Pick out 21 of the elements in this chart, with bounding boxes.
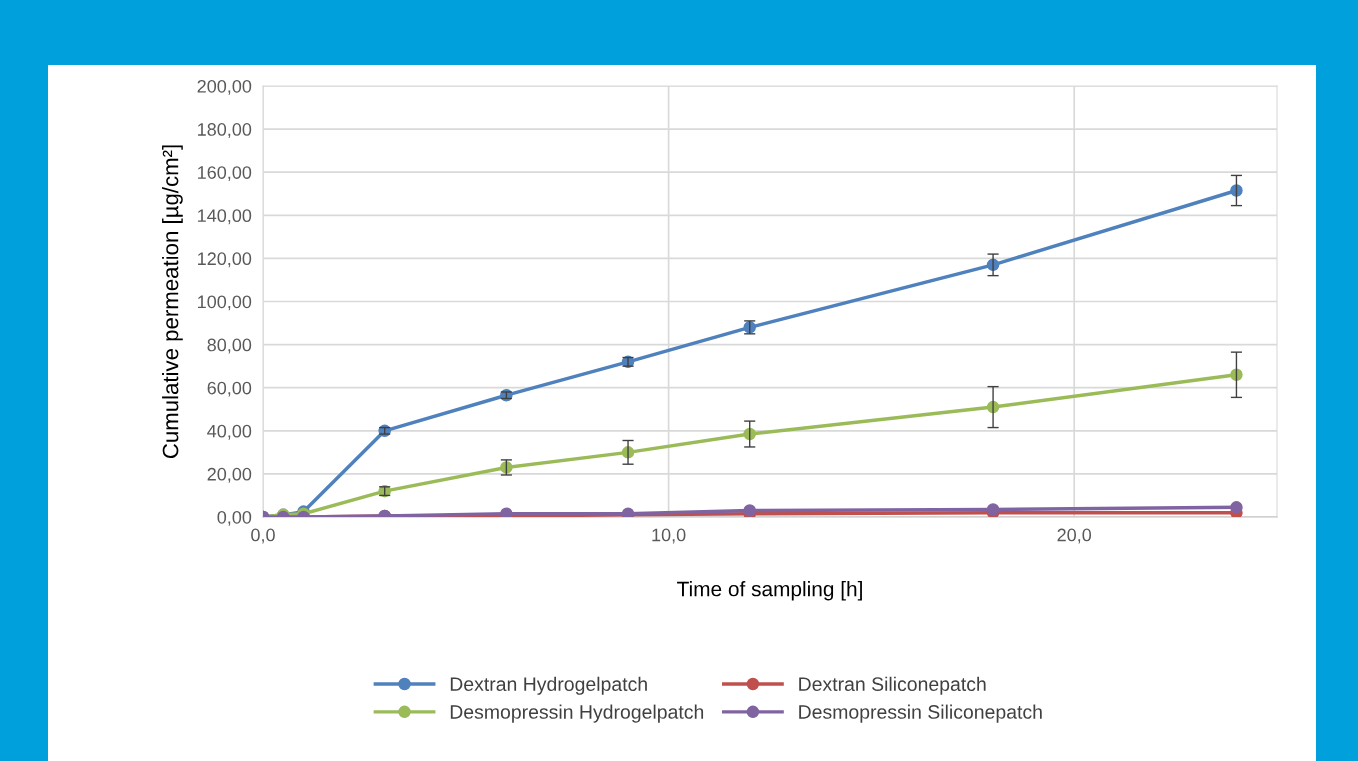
- y-tick-label: 100,00: [198, 295, 252, 311]
- legend-label: Desmopressin Hydrogelpatch: [450, 704, 704, 723]
- x-tick-label: 10,0: [652, 528, 686, 544]
- legend-label: Desmopressin Siliconepatch: [799, 704, 1042, 723]
- point: [1230, 501, 1243, 514]
- y-tick-label: 40,00: [207, 424, 252, 440]
- y-tick-label: 60,00: [207, 381, 252, 397]
- y-tick-label: 20,00: [207, 467, 252, 483]
- legend-label: Dextran Siliconepatch: [799, 676, 986, 695]
- y-tick-label: 160,00: [198, 166, 252, 182]
- y-tick-label: 80,00: [207, 338, 252, 354]
- legend-label: Dextran Hydrogelpatch: [450, 676, 647, 695]
- x-axis-title: Time of sampling [h]: [677, 581, 862, 601]
- x-tick-label: 20,0: [1057, 528, 1092, 544]
- y-tick-label: 200,00: [197, 79, 252, 95]
- y-axis-title: Cumulative permeation [µg/cm²]: [162, 145, 183, 459]
- x-tick-label: 0,0: [251, 528, 275, 544]
- y-tick-label: 180,00: [198, 123, 252, 138]
- y-tick-label: 120,00: [198, 252, 252, 268]
- y-tick-label: 0,00: [217, 510, 252, 526]
- y-tick-label: 140,00: [198, 209, 252, 225]
